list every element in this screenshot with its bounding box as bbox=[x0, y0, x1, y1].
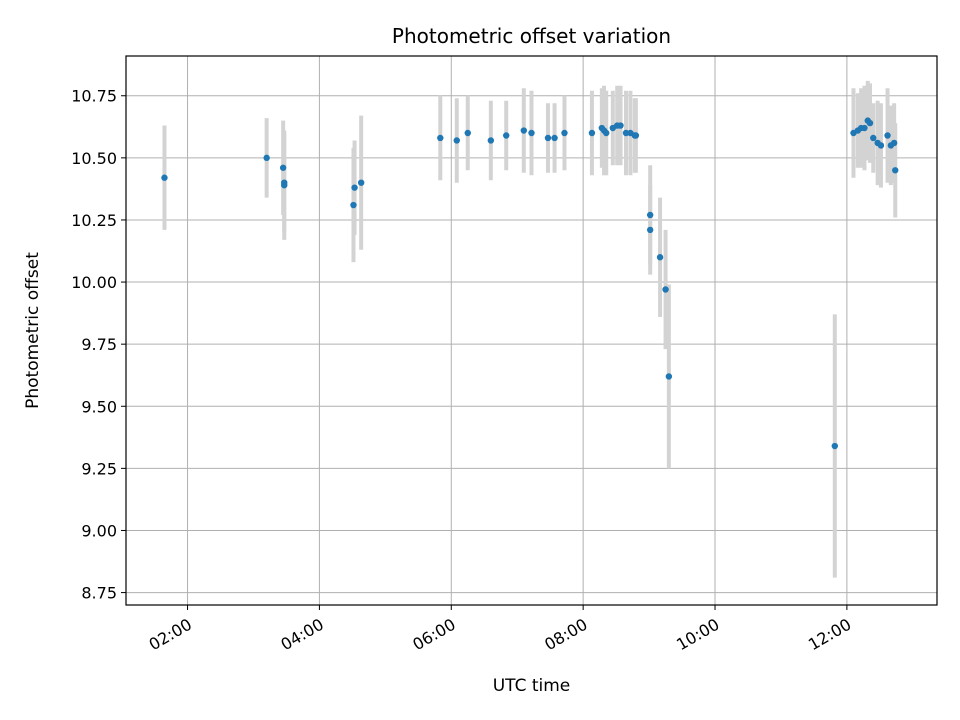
data-point bbox=[437, 134, 444, 142]
data-point bbox=[464, 129, 471, 137]
data-point bbox=[503, 132, 510, 139]
y-axis-label: Photometric offset bbox=[23, 252, 43, 409]
data-point bbox=[892, 167, 899, 174]
data-point bbox=[528, 129, 535, 137]
data-point bbox=[281, 181, 288, 189]
y-tick-label: 10.75 bbox=[71, 87, 117, 106]
data-point bbox=[551, 134, 558, 142]
data-point bbox=[665, 373, 673, 380]
plot-area-frame bbox=[125, 55, 938, 606]
x-axis-label: UTC time bbox=[493, 676, 571, 696]
y-tick-label: 9.75 bbox=[81, 335, 117, 354]
data-point bbox=[487, 137, 495, 144]
data-point bbox=[646, 226, 654, 234]
y-tick-label: 9.25 bbox=[81, 459, 117, 478]
y-tick-label: 9.00 bbox=[81, 521, 117, 540]
data-point bbox=[861, 124, 868, 132]
data-point bbox=[351, 184, 358, 191]
data-point bbox=[662, 286, 669, 293]
data-point bbox=[866, 119, 874, 127]
data-point bbox=[350, 201, 357, 209]
data-point bbox=[588, 129, 596, 137]
data-point bbox=[890, 139, 898, 147]
data-point bbox=[453, 137, 460, 144]
y-tick-label: 9.50 bbox=[81, 397, 117, 416]
data-point bbox=[884, 132, 891, 139]
data-point bbox=[877, 142, 885, 149]
data-points bbox=[161, 117, 899, 450]
y-tick-label: 8.75 bbox=[81, 584, 117, 603]
data-point bbox=[520, 127, 528, 134]
y-axis-ticks: 8.75 9.00 9.25 9.50 9.75 10.00 10.25 10.50 10.75 bbox=[71, 87, 126, 603]
y-tick-label: 10.25 bbox=[71, 211, 117, 230]
data-point bbox=[617, 122, 624, 129]
data-point bbox=[656, 254, 664, 261]
data-point bbox=[561, 129, 568, 137]
data-point bbox=[632, 132, 640, 139]
data-point bbox=[544, 134, 552, 142]
data-point bbox=[263, 154, 270, 162]
chart-title: Photometric offset variation bbox=[392, 24, 671, 48]
data-point bbox=[831, 442, 839, 450]
y-tick-label: 10.00 bbox=[71, 273, 117, 292]
data-point bbox=[646, 211, 654, 219]
data-point bbox=[279, 164, 287, 171]
y-tick-label: 10.50 bbox=[71, 149, 117, 168]
data-point bbox=[870, 134, 877, 142]
data-point bbox=[357, 179, 365, 186]
data-point bbox=[622, 129, 630, 137]
data-point bbox=[161, 174, 168, 181]
data-point bbox=[603, 129, 610, 137]
